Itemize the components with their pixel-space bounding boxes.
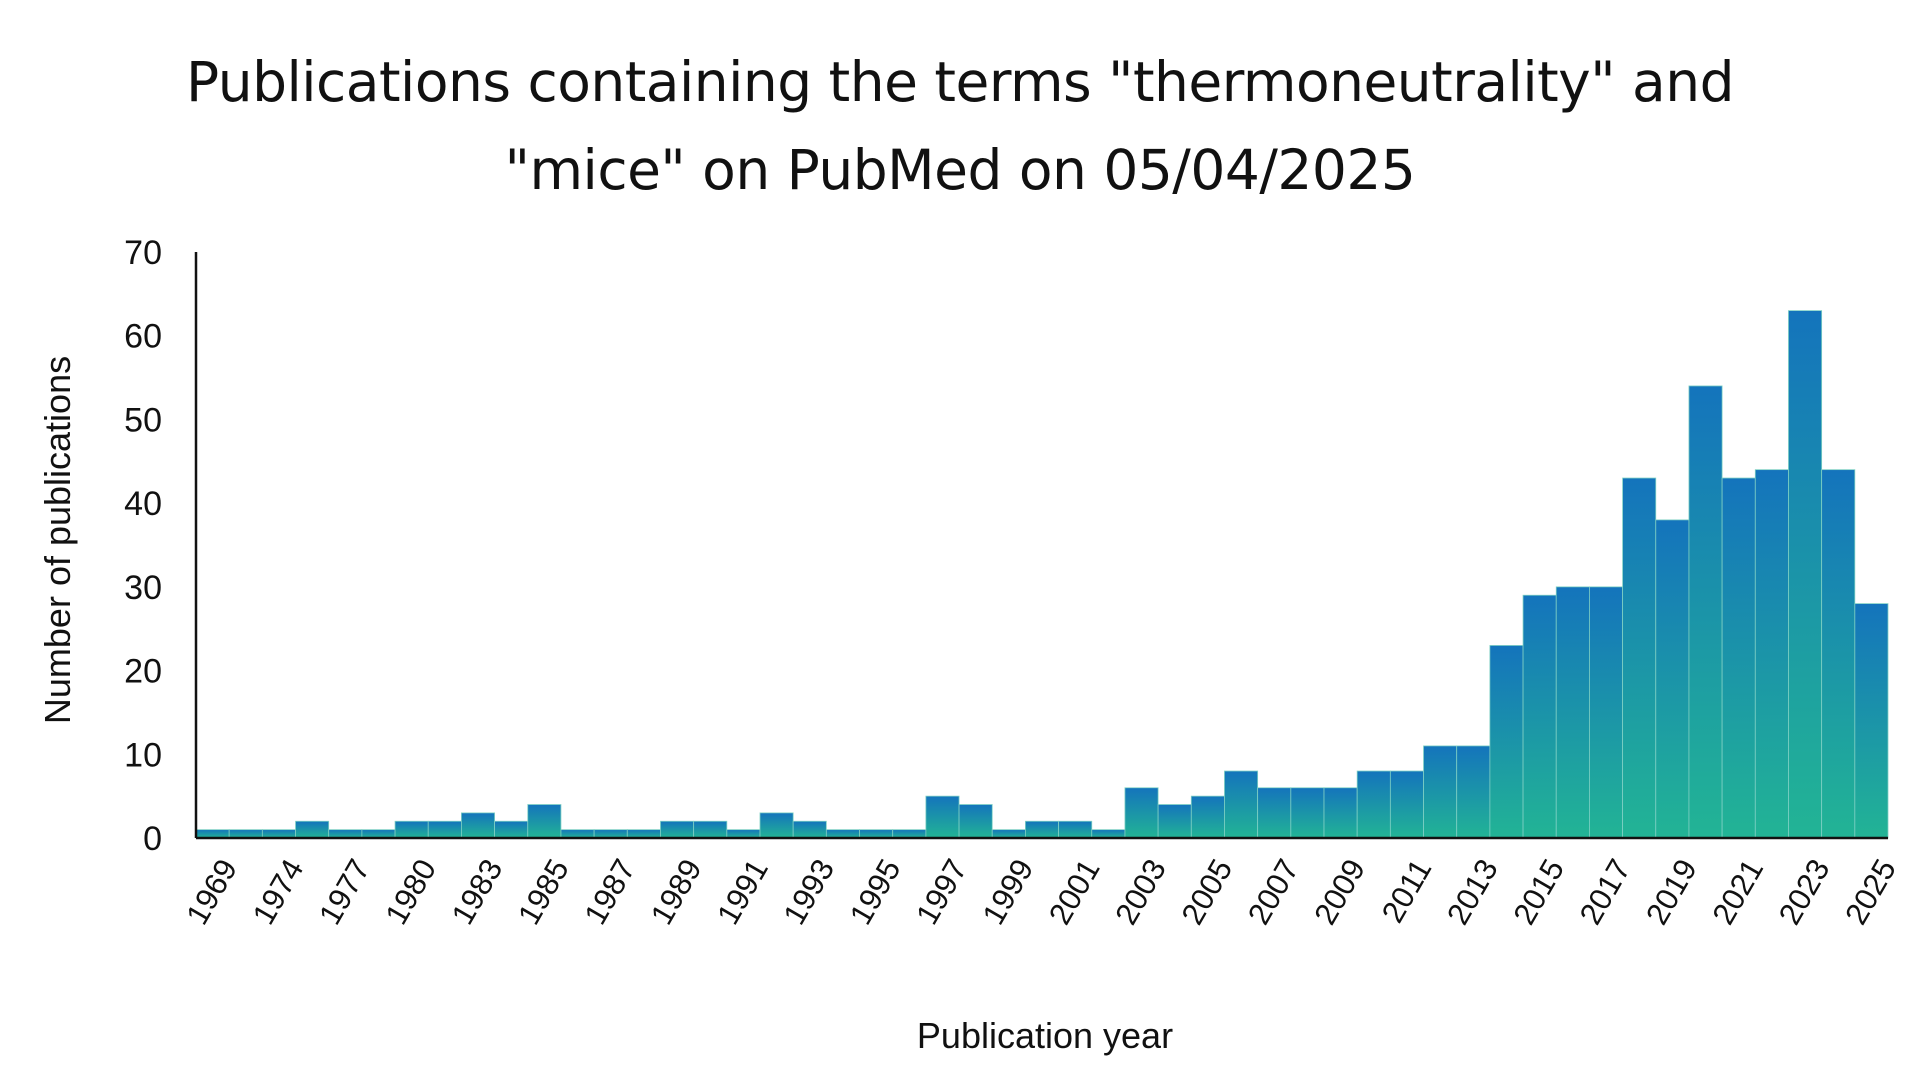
- bar-1971: [228, 829, 263, 839]
- y-axis-label: Number of publications: [37, 356, 78, 724]
- bar-1999: [991, 829, 1026, 839]
- x-tick-label: 1987: [577, 853, 642, 930]
- x-tick-label: 2013: [1440, 853, 1505, 930]
- bar-1995: [859, 829, 894, 839]
- x-tick-label: 1985: [511, 853, 576, 930]
- x-tick-label: 1995: [843, 853, 908, 930]
- x-tick-label: 2021: [1705, 853, 1770, 930]
- x-tick-label: 2015: [1506, 853, 1571, 930]
- x-tick-label: 2025: [1838, 853, 1903, 930]
- bar-1994: [825, 829, 860, 839]
- y-tick-label: 0: [143, 820, 162, 858]
- bar-2023: [1788, 310, 1823, 839]
- bar-1980: [394, 820, 429, 839]
- y-tick-label: 50: [124, 401, 162, 439]
- bar-2008: [1290, 787, 1325, 839]
- y-tick-label: 10: [124, 736, 162, 774]
- bar-2006: [1224, 770, 1259, 839]
- bar-1990: [693, 820, 728, 839]
- bar-1986: [560, 829, 595, 839]
- bars-group: [195, 310, 1889, 839]
- bar-1982: [427, 820, 462, 839]
- bar-1997: [925, 795, 960, 839]
- bar-1978: [361, 829, 396, 839]
- bar-2025: [1854, 603, 1889, 839]
- bar-1998: [958, 804, 993, 839]
- y-tick-label: 20: [124, 653, 162, 691]
- bar-1996: [892, 829, 927, 839]
- bar-1977: [328, 829, 363, 839]
- bar-1989: [660, 820, 695, 839]
- bar-2019: [1655, 519, 1690, 839]
- x-tick-label: 2019: [1639, 853, 1704, 930]
- bar-1987: [593, 829, 628, 839]
- bar-2007: [1257, 787, 1292, 839]
- bar-2009: [1323, 787, 1358, 839]
- bar-1976: [295, 820, 330, 839]
- bar-1983: [461, 812, 495, 839]
- bar-2001: [1058, 820, 1093, 839]
- bar-1985: [527, 804, 562, 839]
- x-tick-label: 2005: [1175, 853, 1240, 930]
- bar-2024: [1821, 469, 1856, 839]
- bar-1974: [261, 829, 296, 839]
- x-tick-label: 1969: [179, 853, 244, 930]
- chart-title-line-1: Publications containing the terms "therm…: [186, 50, 1734, 114]
- x-tick-label: 2001: [1042, 853, 1107, 930]
- bar-1969: [195, 829, 230, 839]
- x-tick-label: 2011: [1375, 853, 1439, 928]
- bar-2013: [1456, 745, 1491, 839]
- x-tick-label: 2009: [1307, 853, 1372, 930]
- y-tick-label: 30: [124, 569, 162, 607]
- x-tick-label: 1983: [445, 853, 510, 930]
- bar-1984: [494, 820, 529, 839]
- bar-2012: [1423, 745, 1458, 839]
- bar-1992: [759, 812, 794, 839]
- x-axis-label: Publication year: [917, 1015, 1173, 1056]
- chart-title-line-2: "mice" on PubMed on 05/04/2025: [504, 138, 1416, 202]
- bar-2017: [1589, 586, 1623, 839]
- bar-1993: [792, 820, 827, 839]
- x-tick-label: 1980: [378, 853, 443, 930]
- bar-1991: [726, 829, 761, 839]
- y-tick-label: 70: [124, 234, 162, 272]
- bar-2018: [1622, 477, 1657, 839]
- y-axis-ticks: 0 10 20 30 40 50 60 70: [124, 234, 162, 858]
- x-tick-label: 1993: [776, 853, 841, 930]
- y-tick-label: 60: [124, 318, 162, 356]
- bar-2002: [1091, 829, 1126, 839]
- bar-2015: [1522, 594, 1557, 839]
- x-tick-label: 2017: [1573, 853, 1638, 930]
- x-axis-ticks: 1969 1974 1977 1980 1983 1985 1987 1989 1991 1993…: [179, 853, 1903, 930]
- bar-1988: [626, 829, 661, 839]
- bar-2005: [1190, 795, 1225, 839]
- bar-2021: [1721, 477, 1756, 839]
- bar-2004: [1157, 804, 1192, 839]
- y-tick-label: 40: [124, 485, 162, 523]
- bar-2016: [1555, 586, 1590, 839]
- bar-2011: [1389, 770, 1424, 839]
- bar-2010: [1356, 770, 1391, 839]
- x-tick-label: 1977: [312, 853, 377, 930]
- x-tick-label: 1991: [710, 853, 775, 930]
- x-tick-label: 1989: [644, 853, 709, 930]
- bar-2022: [1754, 469, 1789, 839]
- x-tick-label: 2007: [1241, 853, 1306, 930]
- x-tick-label: 1999: [975, 853, 1040, 930]
- bar-2000: [1025, 820, 1059, 839]
- bar-2014: [1489, 645, 1524, 839]
- bar-2003: [1124, 787, 1159, 839]
- x-tick-label: 1997: [909, 853, 974, 930]
- bar-2020: [1688, 385, 1723, 839]
- x-tick-label: 2003: [1108, 853, 1173, 930]
- x-tick-label: 1974: [246, 853, 311, 930]
- x-tick-label: 2023: [1772, 853, 1837, 930]
- chart-title: Publications containing the terms "therm…: [0, 38, 1920, 214]
